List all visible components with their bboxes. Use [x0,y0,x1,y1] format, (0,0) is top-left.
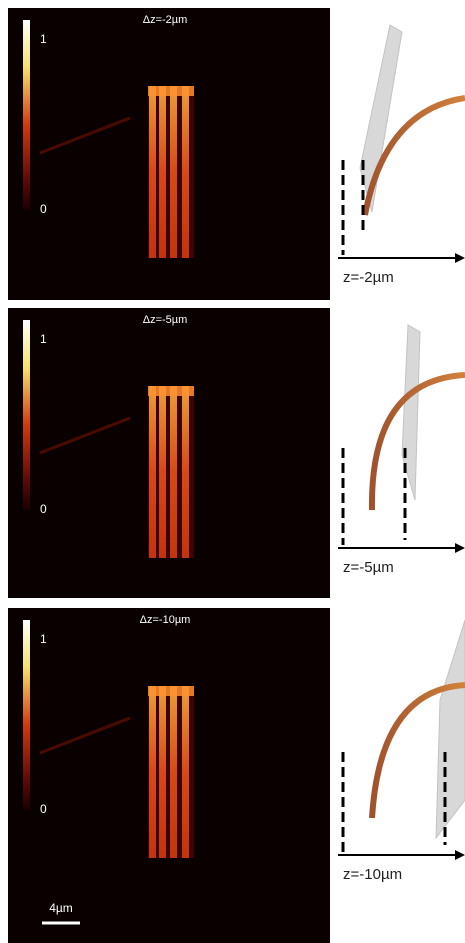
structure-stripe [182,86,189,258]
structure-stripe [170,86,177,258]
structure-stripe [182,386,189,558]
panel-title: Δz=-2µm [143,14,188,26]
z-label: z=-10µm [343,866,402,883]
structure-top [148,86,194,96]
structure-stripe [170,686,177,858]
focal-plane [436,620,465,838]
colorbar [23,320,30,510]
colorbar-min: 0 [40,202,47,216]
colorbar [23,620,30,810]
figure: 1 0 Δz=-2µm z=-2µm 1 0 Δz=-5µm z=-5µm 1 0 Δz=-10µm… [0,0,465,943]
structure-top [148,386,194,396]
panel-title: Δz=-10µm [140,614,191,626]
scale-bar-label: 4µm [49,901,73,915]
z-axis-arrow [455,850,465,860]
z-label: z=-5µm [343,559,394,576]
colorbar-max: 1 [40,632,47,646]
structure-stripe [170,386,177,558]
colorbar-min: 0 [40,502,47,516]
structure-stripe [159,386,166,558]
structure-stripe [149,86,156,258]
structure-stripe [149,686,156,858]
colorbar-min: 0 [40,802,47,816]
z-label: z=-2µm [343,269,394,286]
colorbar-max: 1 [40,332,47,346]
z-axis-arrow [455,253,465,263]
structure-stripe [159,686,166,858]
colorbar [23,20,30,210]
panel-title: Δz=-5µm [143,314,188,326]
structure-stripe [149,386,156,558]
structure-stripe [159,86,166,258]
structure-top [148,686,194,696]
structure-stripe [182,686,189,858]
focal-plane [360,25,402,212]
z-axis-arrow [455,543,465,553]
focal-plane [402,325,420,500]
colorbar-max: 1 [40,32,47,46]
